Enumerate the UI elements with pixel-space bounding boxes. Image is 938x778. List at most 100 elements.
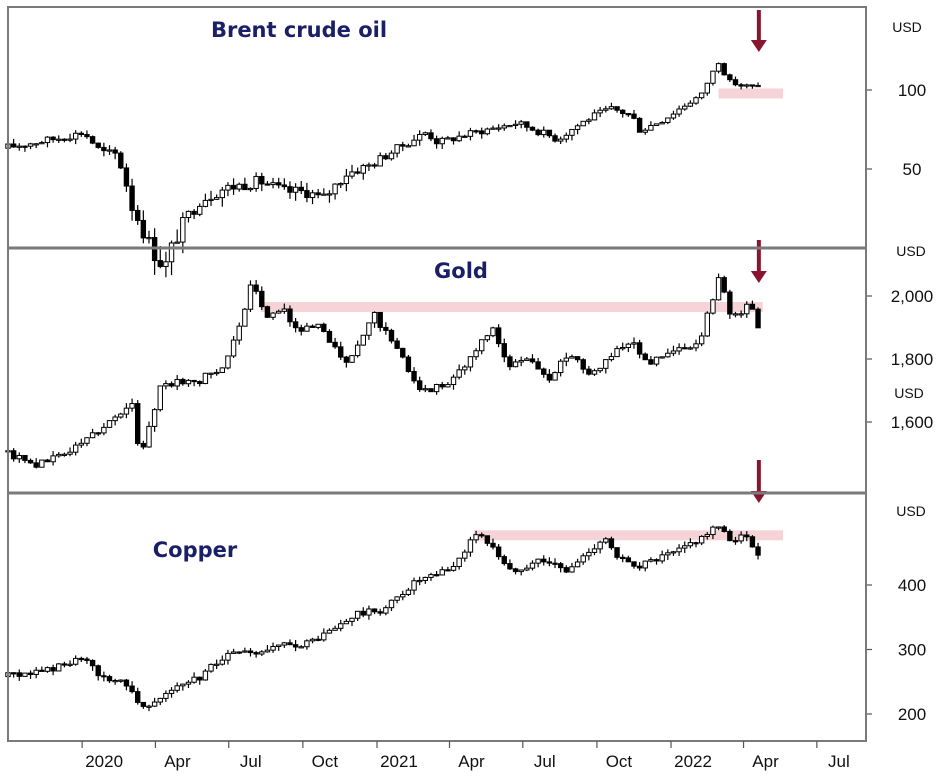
candle-body	[95, 432, 101, 435]
candle-body	[546, 561, 553, 564]
candle-body	[135, 403, 141, 444]
candle-body	[715, 277, 722, 301]
candle-body	[50, 136, 56, 141]
candle-body	[95, 142, 101, 148]
candle-body	[281, 184, 288, 188]
candle-body	[247, 284, 254, 310]
candle-body	[61, 453, 68, 456]
candle-body	[467, 130, 474, 137]
candle-body	[749, 303, 756, 310]
resistance-band	[473, 530, 784, 541]
candle-body	[360, 334, 366, 346]
candle-body	[529, 562, 536, 569]
candle-body	[653, 123, 660, 126]
candle-body	[225, 355, 231, 369]
candle-body	[129, 403, 135, 409]
candle-body	[479, 534, 485, 537]
candle-body	[405, 589, 412, 595]
x-tick-label: Oct	[312, 752, 339, 771]
candle-body	[727, 530, 733, 542]
candle-body	[264, 183, 271, 186]
candle-body	[163, 692, 169, 699]
candle-body	[394, 340, 400, 349]
candle-body	[501, 343, 507, 358]
candle-body	[281, 642, 288, 646]
candle-body	[524, 358, 530, 361]
candle-body	[507, 356, 513, 368]
candle-body	[84, 658, 90, 661]
candle-body	[326, 193, 333, 196]
candle-body	[557, 563, 564, 569]
candle-body	[405, 356, 412, 372]
candle-body	[439, 137, 445, 145]
candle-body	[67, 138, 73, 141]
candle-body	[230, 184, 237, 190]
candle-body	[512, 568, 519, 573]
candle-body	[72, 132, 79, 140]
y-tick-label: 100	[898, 81, 926, 100]
candle-body	[185, 681, 192, 685]
candle-body	[236, 651, 242, 654]
candle-body	[298, 186, 304, 192]
candle-body	[112, 680, 118, 683]
candle-body	[27, 672, 34, 675]
candle-body	[563, 567, 570, 573]
candle-body	[546, 129, 553, 137]
candle-body	[208, 372, 214, 375]
candle-body	[400, 347, 406, 358]
down-arrow-icon	[750, 10, 767, 52]
candle-body	[106, 420, 113, 428]
candle-body	[44, 136, 51, 144]
candle-body	[135, 691, 141, 703]
candle-body	[428, 132, 434, 140]
candle-body	[247, 187, 254, 191]
candle-body	[535, 129, 541, 136]
candle-body	[614, 106, 620, 111]
plot-frame	[7, 6, 867, 742]
down-arrow-icon	[750, 460, 767, 503]
candle-body	[591, 112, 598, 121]
candle-body	[191, 676, 197, 683]
candle-body	[473, 130, 479, 133]
candle-body	[247, 650, 254, 654]
x-tick-label: Apr	[458, 752, 485, 771]
candle-body	[755, 546, 761, 556]
candle-body	[366, 608, 372, 616]
candle-body	[309, 192, 316, 199]
candle-body	[123, 679, 130, 687]
candle-body	[242, 308, 248, 327]
candle-body	[27, 459, 34, 464]
candle-body	[281, 308, 288, 312]
candle-body	[619, 346, 626, 350]
candle-body	[450, 376, 457, 386]
panel-brent: Brent crude oil USD 100 50	[5, 10, 926, 278]
candle-body	[225, 184, 231, 191]
x-tick-label: Jul	[534, 752, 556, 771]
x-tick-label: 2021	[380, 752, 418, 771]
candle-body	[495, 127, 502, 130]
candle-body	[140, 442, 147, 448]
candle-body	[642, 560, 648, 569]
candle-body	[22, 145, 28, 148]
candle-body	[518, 359, 524, 363]
candle-body	[377, 311, 383, 328]
candle-body	[501, 556, 507, 565]
candle-body	[326, 629, 333, 634]
candle-body	[163, 383, 169, 387]
candle-body	[360, 165, 366, 174]
candle-body	[366, 164, 372, 167]
candle-body	[326, 330, 333, 343]
candle-body	[608, 538, 615, 549]
candle-body	[33, 462, 39, 468]
candle-body	[411, 580, 417, 591]
candle-body	[275, 182, 282, 186]
candle-body	[394, 144, 400, 154]
candle-body	[608, 106, 615, 110]
candle-body	[619, 556, 626, 560]
candle-body	[157, 697, 163, 703]
candle-body	[574, 561, 581, 568]
candle-body	[275, 310, 282, 314]
candle-body	[123, 167, 130, 187]
candle-body	[495, 327, 502, 345]
candle-body	[625, 557, 632, 563]
